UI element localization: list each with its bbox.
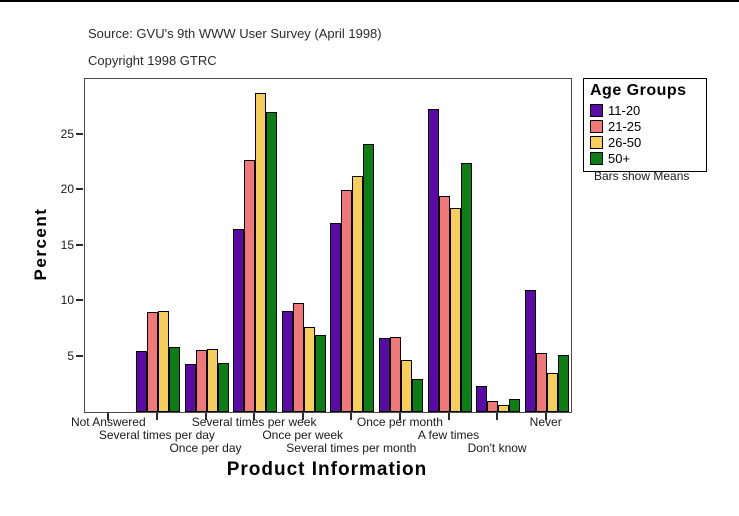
y-tick-mark: [76, 188, 83, 190]
x-category-label: Several times per month: [286, 441, 417, 455]
legend-swatch-icon: [590, 135, 603, 149]
bar-11-20: [233, 229, 245, 412]
x-tick-mark: [155, 413, 158, 420]
x-category-label: Several times per week: [191, 415, 317, 429]
bar-group: [233, 93, 278, 412]
x-tick-mark: [496, 413, 499, 420]
bar-26-50: [546, 373, 558, 412]
bar-11-20: [524, 290, 536, 412]
x-category-label: A few times: [417, 428, 480, 442]
legend-item: 11-20: [590, 102, 706, 118]
legend-item-label: 26-50: [608, 134, 642, 150]
x-category-label: Not Answered: [70, 415, 146, 429]
y-tick-mark: [76, 354, 83, 357]
y-tick-mark: [76, 299, 83, 301]
bar-50+: [266, 112, 278, 412]
bar-21-25: [487, 401, 499, 412]
bar-26-50: [255, 93, 267, 412]
y-tick-label: 15: [60, 237, 74, 252]
x-tick-mark: [107, 413, 110, 420]
legend-item-label: 11-20: [608, 102, 641, 118]
bar-group: [281, 303, 326, 412]
bar-50+: [314, 335, 326, 412]
bar-group: [184, 349, 229, 412]
bar-50+: [460, 163, 472, 412]
bar-26-50: [400, 360, 412, 412]
x-category-label: Once per week: [262, 428, 344, 442]
legend-swatch-icon: [590, 151, 603, 165]
bar-11-20: [135, 351, 147, 412]
x-tick-mark: [301, 413, 304, 420]
top-edge-line: [0, 0, 739, 2]
y-tick-mark: [76, 132, 83, 135]
bar-21-25: [244, 160, 256, 412]
bar-50+: [557, 355, 569, 412]
bar-21-25: [195, 350, 207, 412]
bar-21-25: [389, 337, 401, 412]
bar-group: [476, 386, 521, 412]
bar-21-25: [438, 196, 450, 412]
y-tick-mark: [76, 243, 83, 246]
y-tick-label: 20: [60, 182, 74, 196]
bar-11-20: [281, 311, 293, 412]
bar-11-20: [330, 223, 342, 412]
legend-item-label: 21-25: [608, 118, 642, 134]
bar-26-50: [157, 311, 169, 412]
x-tick-mark: [253, 413, 256, 420]
bar-50+: [411, 379, 423, 412]
bar-11-20: [427, 109, 439, 412]
legend-note: Bars show Means: [594, 169, 690, 183]
plot-area: [84, 78, 572, 413]
bar-group: [524, 290, 569, 412]
x-category-label: Once per day: [169, 441, 242, 455]
bar-group: [135, 311, 180, 412]
bar-26-50: [449, 208, 461, 412]
bar-50+: [509, 399, 521, 412]
legend-title: Age Groups: [590, 82, 687, 99]
bar-group: [378, 337, 423, 412]
legend-swatch-icon: [590, 119, 603, 133]
bar-21-25: [292, 303, 304, 412]
bar-50+: [168, 347, 180, 412]
bar-50+: [217, 363, 229, 412]
y-tick-label: 5: [67, 348, 74, 363]
x-category-label: Several times per day: [98, 428, 215, 442]
x-axis-title: Product Information: [226, 459, 428, 480]
bar-26-50: [303, 327, 315, 412]
bar-group: [427, 109, 472, 412]
x-tick-mark: [350, 413, 353, 420]
x-category-label: Once per month: [356, 415, 443, 429]
x-tick-mark: [204, 413, 207, 420]
bar-11-20: [378, 338, 390, 412]
copyright-line: Copyright 1998 GTRC: [88, 53, 217, 68]
bar-26-50: [206, 349, 218, 412]
x-category-label: Never: [529, 415, 562, 429]
legend-box: Age Groups 11-20 21-25 26-50 50+: [583, 78, 707, 172]
bar-group: [330, 144, 375, 412]
bar-21-25: [341, 190, 353, 412]
source-line: Source: GVU's 9th WWW User Survey (April…: [88, 26, 382, 41]
bar-21-25: [146, 312, 158, 412]
legend-item-label: 50+: [608, 150, 631, 166]
legend-item: 26-50: [590, 134, 706, 150]
y-tick-label: 10: [60, 293, 74, 307]
bar-26-50: [498, 405, 510, 412]
y-tick-label: 25: [60, 126, 74, 141]
bar-11-20: [184, 364, 196, 412]
bar-21-25: [535, 353, 547, 412]
bar-11-20: [476, 386, 488, 412]
x-tick-mark: [544, 413, 547, 420]
bar-26-50: [352, 176, 364, 412]
legend-swatch-icon: [590, 103, 603, 117]
legend-item: 50+: [590, 150, 706, 166]
bar-50+: [363, 144, 375, 412]
legend-item: 21-25: [590, 118, 706, 134]
x-tick-mark: [447, 413, 450, 420]
x-tick-mark: [398, 413, 401, 420]
legend-items: 11-20 21-25 26-50 50+: [590, 102, 706, 166]
x-category-label: Don't know: [467, 441, 527, 455]
